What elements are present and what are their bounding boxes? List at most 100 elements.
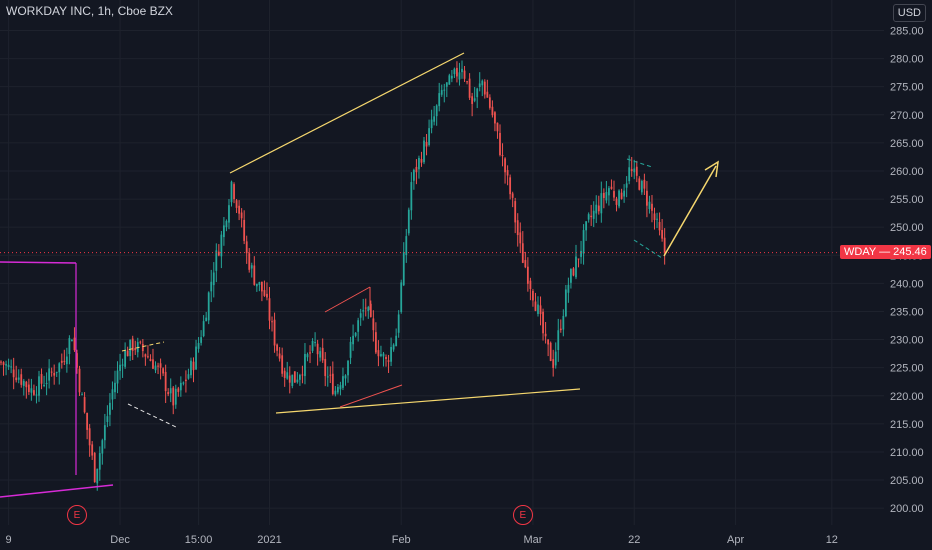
candle-body — [7, 364, 10, 368]
candle-body — [2, 362, 5, 365]
chart-title: WORKDAY INC, 1h, Cboe BZX — [6, 4, 173, 18]
candle-body — [521, 243, 524, 263]
candle-body — [311, 340, 314, 351]
candle-body — [291, 374, 294, 386]
candle-body — [359, 313, 362, 318]
candle-body — [397, 314, 400, 333]
upper-trendline — [229, 52, 465, 174]
candle-body — [602, 192, 605, 198]
candle-body — [33, 390, 35, 395]
x-tick-label: Dec — [110, 534, 130, 546]
earnings-marker[interactable]: E — [512, 505, 533, 525]
candle-body — [306, 354, 309, 358]
candle-body — [435, 105, 438, 117]
candle-body — [187, 374, 190, 379]
candle-body — [410, 182, 413, 211]
candle-body — [177, 388, 180, 392]
candle-body — [559, 328, 562, 331]
candle-body — [443, 89, 446, 91]
y-tick-label: 225.00 — [890, 363, 924, 375]
candle-body — [364, 307, 367, 309]
candle-body — [286, 372, 289, 379]
candle-body — [352, 335, 354, 345]
candle-body — [488, 97, 491, 108]
candle-body — [53, 373, 56, 376]
candle-body — [288, 375, 291, 383]
candle-body — [651, 203, 653, 211]
candle-body — [93, 452, 96, 483]
candle-body — [278, 353, 281, 359]
candle-body — [349, 341, 352, 358]
earnings-marker[interactable]: E — [66, 505, 87, 525]
candle-body — [43, 385, 45, 387]
candle-body — [339, 385, 342, 390]
candle-body — [76, 353, 78, 368]
candle-body — [387, 360, 390, 362]
candle-body — [552, 359, 555, 368]
candle-body — [147, 356, 149, 358]
candle-body — [202, 321, 205, 337]
candle-body — [542, 311, 544, 334]
candle-body — [101, 440, 104, 454]
candle-body — [96, 468, 99, 484]
candle-body — [544, 333, 547, 337]
candle-body — [610, 186, 613, 189]
candle-body — [109, 402, 111, 415]
candle-body — [620, 192, 623, 199]
candle-body — [640, 180, 643, 193]
x-tick-label: Feb — [392, 534, 411, 546]
candle-body — [60, 360, 63, 363]
candle-body — [567, 284, 570, 293]
price-axis: 200.00 205.00 210.00 215.00 220.00 225.00 230.… — [890, 25, 924, 515]
currency-button[interactable]: USD — [892, 4, 926, 22]
candle-body — [200, 337, 203, 343]
x-tick-label: Apr — [727, 534, 744, 546]
candle-body — [217, 251, 220, 256]
candle-body — [210, 281, 213, 292]
candle-body — [27, 384, 30, 393]
candles — [0, 60, 666, 491]
candle-body — [88, 428, 91, 446]
candle-body — [420, 159, 423, 163]
candle-body — [106, 416, 109, 422]
candle-body — [499, 132, 501, 156]
wedge-line-bottom — [339, 384, 403, 408]
candle-body — [494, 112, 496, 124]
candle-body — [134, 348, 137, 351]
candle-body — [258, 282, 261, 286]
lower-trendline — [275, 388, 581, 414]
candle-body — [243, 219, 246, 241]
x-tick-label: 22 — [628, 534, 640, 546]
y-tick-label: 215.00 — [890, 419, 924, 431]
candle-body — [412, 169, 415, 181]
candle-body — [572, 268, 575, 276]
candle-body — [575, 256, 577, 278]
time-axis: 9 Dec 15:00 2021 Feb Mar 22 Apr 12 — [6, 534, 838, 546]
arrow-head — [704, 160, 719, 178]
candle-body — [592, 210, 595, 219]
candle-body — [380, 354, 382, 356]
candle-body — [453, 68, 456, 75]
candle-body — [68, 338, 71, 355]
candle-body — [139, 341, 142, 343]
candle-body — [164, 371, 167, 392]
candle-body — [390, 347, 392, 362]
candle-body — [557, 330, 560, 351]
candle-body — [516, 220, 519, 236]
candle-body — [656, 218, 658, 220]
candle-body — [486, 91, 489, 98]
candle-body — [456, 67, 458, 77]
candle-body — [230, 181, 233, 203]
candle-body — [65, 356, 68, 365]
candle-body — [342, 376, 344, 388]
candle-body — [83, 397, 86, 413]
candle-body — [253, 265, 256, 285]
candle-body — [233, 184, 235, 200]
candle-body — [354, 332, 357, 336]
candle-body — [50, 371, 53, 373]
magenta-bottom-line — [0, 484, 114, 498]
candle-body — [600, 193, 603, 214]
candle-body — [319, 351, 322, 358]
candle-body — [362, 310, 365, 312]
